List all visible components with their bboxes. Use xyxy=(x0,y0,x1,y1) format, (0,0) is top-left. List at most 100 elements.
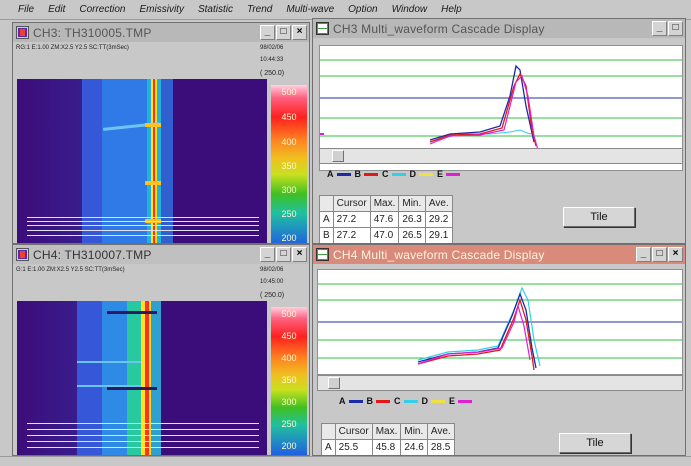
maximize-button[interactable]: □ xyxy=(276,247,291,262)
legend-label: D xyxy=(409,169,417,179)
table-header-cell: Max. xyxy=(371,423,402,440)
ch4-tile-button[interactable]: Tile xyxy=(559,433,631,453)
table-row: A 25.5 45.8 24.6 28.5 xyxy=(321,439,455,455)
table-header-row: Cursor Max. Min. Ave. xyxy=(321,423,455,440)
scale-label: 500 xyxy=(281,309,297,319)
legend-label: B xyxy=(354,169,362,179)
table-cell: 29.1 xyxy=(424,227,453,243)
ch4-thermal-image[interactable] xyxy=(17,301,267,455)
scroll-thumb[interactable] xyxy=(332,150,344,162)
minimize-button[interactable]: _ xyxy=(260,247,275,262)
legend-item-c: C xyxy=(394,396,418,406)
waveform-display-icon xyxy=(316,22,329,35)
scale-label: 250 xyxy=(281,209,297,219)
ch4-info-line: G:1 E:1.00 ZM:X2.5 Y2.5 SC:TT(3mSec) xyxy=(16,267,125,273)
legend-item-a: A xyxy=(339,396,363,406)
table-header-cell xyxy=(319,195,334,212)
menu-window[interactable]: Window xyxy=(391,4,428,15)
ch4-thermal-window: CH4: TH310007.TMP _ □ × G:1 E:1.00 ZM:X2… xyxy=(12,244,310,456)
ch3-waveform-graph xyxy=(320,59,682,155)
scale-label: 300 xyxy=(281,185,297,195)
ch3-value: ( 250.0) xyxy=(260,70,285,77)
menu-emissivity[interactable]: Emissivity xyxy=(139,4,184,15)
menu-correction[interactable]: Correction xyxy=(79,4,126,15)
table-cell: 45.8 xyxy=(371,439,402,455)
close-button[interactable]: × xyxy=(668,247,683,262)
ch3-horizontal-scrollbar[interactable] xyxy=(319,148,683,164)
menu-file[interactable]: File xyxy=(18,4,35,15)
minimize-button[interactable]: _ xyxy=(652,21,667,36)
ch4-legend: A B C D E xyxy=(339,396,473,406)
menu-trend[interactable]: Trend xyxy=(246,4,273,15)
ch4-cascade-titlebar[interactable]: CH4 Multi_waveform Cascade Display _ □ × xyxy=(313,245,685,264)
legend-item-e: E xyxy=(437,169,461,179)
ch4-stats-table: Cursor Max. Min. Ave. A 25.5 45.8 24.6 2… xyxy=(321,423,455,455)
legend-item-d: D xyxy=(409,169,433,179)
scale-label: 400 xyxy=(281,137,297,147)
table-header-row: Cursor Max. Min. Ave. xyxy=(319,195,453,212)
scale-label: 450 xyxy=(281,331,297,341)
menu-statistic[interactable]: Statistic xyxy=(197,4,233,15)
table-header-cell: Cursor xyxy=(334,423,373,440)
minimize-button[interactable]: _ xyxy=(636,247,651,262)
scale-label: 450 xyxy=(281,112,297,122)
ch3-date: 98/02/06 xyxy=(260,45,284,51)
table-cell: 47.0 xyxy=(369,227,400,243)
ch4-waveform-plot[interactable] xyxy=(317,269,683,375)
scale-label: 250 xyxy=(281,419,297,429)
legend-item-c: C xyxy=(382,169,406,179)
menu-help[interactable]: Help xyxy=(441,4,462,15)
minimize-button[interactable]: _ xyxy=(260,25,275,40)
legend-label: D xyxy=(421,396,429,406)
ch3-cascade-titlebar[interactable]: CH3 Multi_waveform Cascade Display _ □ xyxy=(313,19,685,38)
scale-label: 400 xyxy=(281,353,297,363)
menu-edit[interactable]: Edit xyxy=(48,4,66,15)
ch3-tile-button[interactable]: Tile xyxy=(563,207,635,227)
table-header-cell: Min. xyxy=(400,423,428,440)
close-button[interactable]: × xyxy=(292,247,307,262)
ch3-info-line: RG:1 E:1.00 ZM:X2.5 Y2.5 SC:TT(3mSec) xyxy=(16,45,129,51)
ch4-value: ( 250.0) xyxy=(260,292,285,299)
ch4-cascade-title: CH4 Multi_waveform Cascade Display xyxy=(333,247,545,262)
legend-label: C xyxy=(382,169,389,179)
maximize-button[interactable]: □ xyxy=(652,247,667,262)
legend-label: E xyxy=(437,169,444,179)
table-cell: A xyxy=(321,439,336,455)
table-header-cell: Cursor xyxy=(332,195,371,212)
legend-item-b: B xyxy=(354,169,378,179)
close-button[interactable]: × xyxy=(292,25,307,40)
waveform-display-icon xyxy=(316,248,329,261)
legend-item-a: A xyxy=(327,169,351,179)
ch3-cascade-title: CH3 Multi_waveform Cascade Display xyxy=(333,21,545,36)
table-cell: 27.2 xyxy=(332,227,371,243)
menu-multi-wave[interactable]: Multi-wave xyxy=(286,4,335,15)
ch3-cascade-window: CH3 Multi_waveform Cascade Display _ □ xyxy=(312,18,686,244)
menu-option[interactable]: Option xyxy=(348,4,378,15)
table-header-cell xyxy=(321,423,336,440)
scale-label: 350 xyxy=(281,161,297,171)
table-cell: 25.5 xyxy=(334,439,373,455)
ch4-horizontal-scrollbar[interactable] xyxy=(317,375,683,391)
legend-item-b: B xyxy=(366,396,390,406)
maximize-button[interactable]: □ xyxy=(276,25,291,40)
legend-label: B xyxy=(366,396,374,406)
table-row: B 27.2 47.0 26.5 29.1 xyxy=(319,227,453,243)
ch3-thermal-titlebar[interactable]: CH3: TH310005.TMP _ □ × xyxy=(13,23,309,42)
table-header-cell: Min. xyxy=(398,195,426,212)
ch4-color-scale: 500 450 400 350 300 250 200 xyxy=(271,307,307,455)
ch3-thermal-image[interactable] xyxy=(17,79,267,243)
maximize-button[interactable]: □ xyxy=(668,21,683,36)
table-header-cell: Ave. xyxy=(426,423,455,440)
scroll-thumb[interactable] xyxy=(328,377,340,389)
status-bar xyxy=(0,456,691,466)
table-cell: 24.6 xyxy=(400,439,428,455)
scale-label: 300 xyxy=(281,397,297,407)
ch4-thermal-title: CH4: TH310007.TMP xyxy=(33,247,152,262)
legend-label: A xyxy=(339,396,346,406)
scale-label: 200 xyxy=(281,441,297,451)
table-row: A 27.2 47.6 26.3 29.2 xyxy=(319,211,453,228)
ch4-thermal-titlebar[interactable]: CH4: TH310007.TMP _ □ × xyxy=(13,245,309,264)
ch4-waveform-graph xyxy=(318,283,682,371)
table-header-cell: Ave. xyxy=(424,195,453,212)
